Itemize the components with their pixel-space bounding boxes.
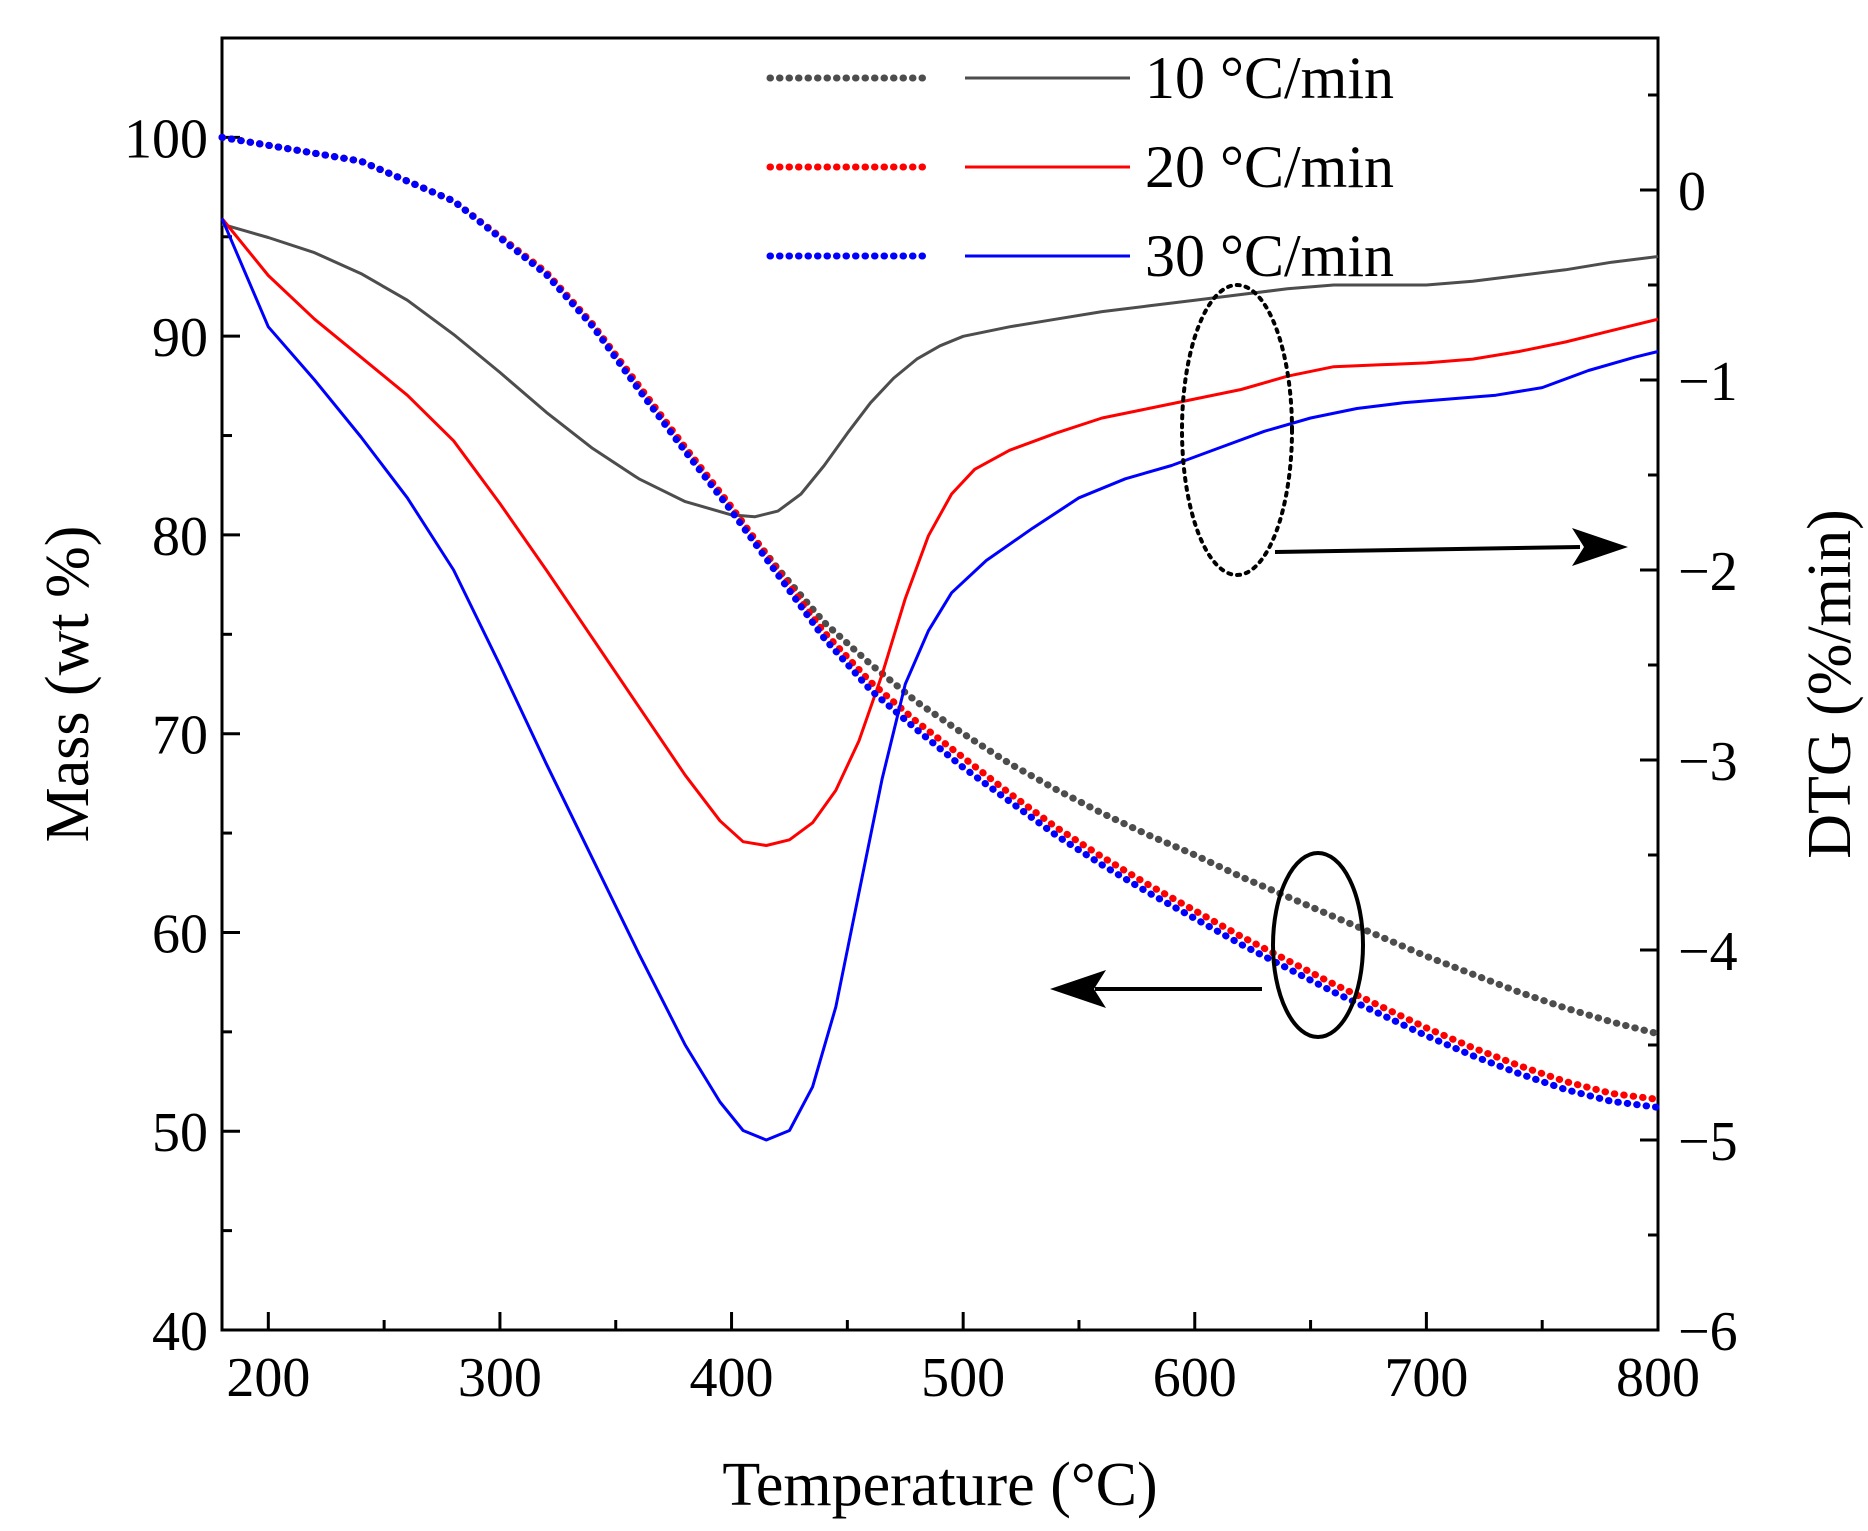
arrow-to-right-axis (1274, 545, 1581, 554)
x-tick-label: 500 (921, 1347, 1005, 1409)
y-right-tick-label: −5 (1678, 1111, 1738, 1173)
x-axis-ticks: 200 300 400 500 600 700 800 (226, 1312, 1700, 1409)
y-right-tick-label: −6 (1678, 1301, 1738, 1363)
tg-line-30-c-min (218, 133, 1662, 1111)
series-lines (218, 133, 1662, 1142)
y-right-tick-label: 0 (1678, 161, 1706, 223)
arrow-left-head (1050, 970, 1106, 1008)
y-left-tick-label: 40 (152, 1301, 208, 1363)
plot-frame (220, 36, 1660, 1332)
y-left-tick-label: 50 (152, 1102, 208, 1164)
dtg-line-30-c-min (220, 217, 1659, 1142)
legend: 10 °C/min 20 °C/min 30 °C/min (766, 45, 1394, 289)
x-tick-label: 200 (226, 1347, 310, 1409)
dtg-line-10-c-min (221, 222, 1659, 519)
y-right-axis-ticks: 0 −1 −2 −3 −4 −5 −6 (1640, 93, 1738, 1363)
dtg-group-ellipse (1180, 283, 1294, 577)
x-axis-title: Temperature (°C) (722, 1451, 1157, 1519)
y-right-tick-label: −3 (1678, 731, 1738, 793)
y-left-tick-label: 70 (152, 705, 208, 767)
dtg-line-20-c-min (220, 217, 1659, 847)
y-right-tick-label: −1 (1678, 351, 1738, 413)
y-right-tick-label: −4 (1678, 921, 1738, 983)
y-right-tick-label: −2 (1678, 541, 1738, 603)
tg-group-ellipse (1271, 851, 1365, 1039)
y-left-tick-label: 90 (152, 307, 208, 369)
x-tick-label: 400 (690, 1347, 774, 1409)
x-tick-label: 600 (1153, 1347, 1237, 1409)
y-left-axis-title: Mass (wt %) (34, 526, 102, 843)
x-tick-label: 800 (1616, 1347, 1700, 1409)
x-tick-label: 700 (1384, 1347, 1468, 1409)
tg-line-10-c-min (218, 133, 1662, 1038)
y-right-axis-title: DTG (%/min) (1796, 509, 1864, 859)
legend-label-20-c-min: 20 °C/min (1145, 134, 1394, 200)
tg-line-20-c-min (218, 133, 1662, 1103)
y-left-tick-label: 100 (124, 108, 208, 170)
y-left-tick-label: 80 (152, 506, 208, 568)
y-left-tick-label: 60 (152, 903, 208, 965)
x-tick-label: 300 (458, 1347, 542, 1409)
legend-label-10-c-min: 10 °C/min (1145, 45, 1394, 111)
legend-label-30-c-min: 30 °C/min (1145, 223, 1394, 289)
arrow-right-head (1572, 528, 1628, 566)
y-left-axis-ticks: 40 50 60 70 80 90 100 (124, 108, 240, 1363)
